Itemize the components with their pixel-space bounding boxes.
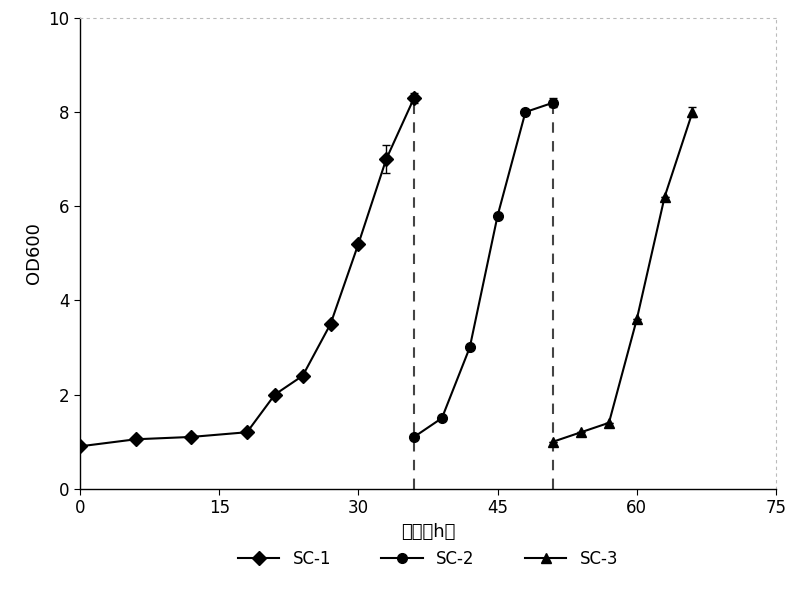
Y-axis label: OD600: OD600	[25, 222, 43, 284]
X-axis label: 时间（h）: 时间（h）	[401, 523, 455, 541]
Legend: SC-1, SC-2, SC-3: SC-1, SC-2, SC-3	[231, 543, 625, 575]
